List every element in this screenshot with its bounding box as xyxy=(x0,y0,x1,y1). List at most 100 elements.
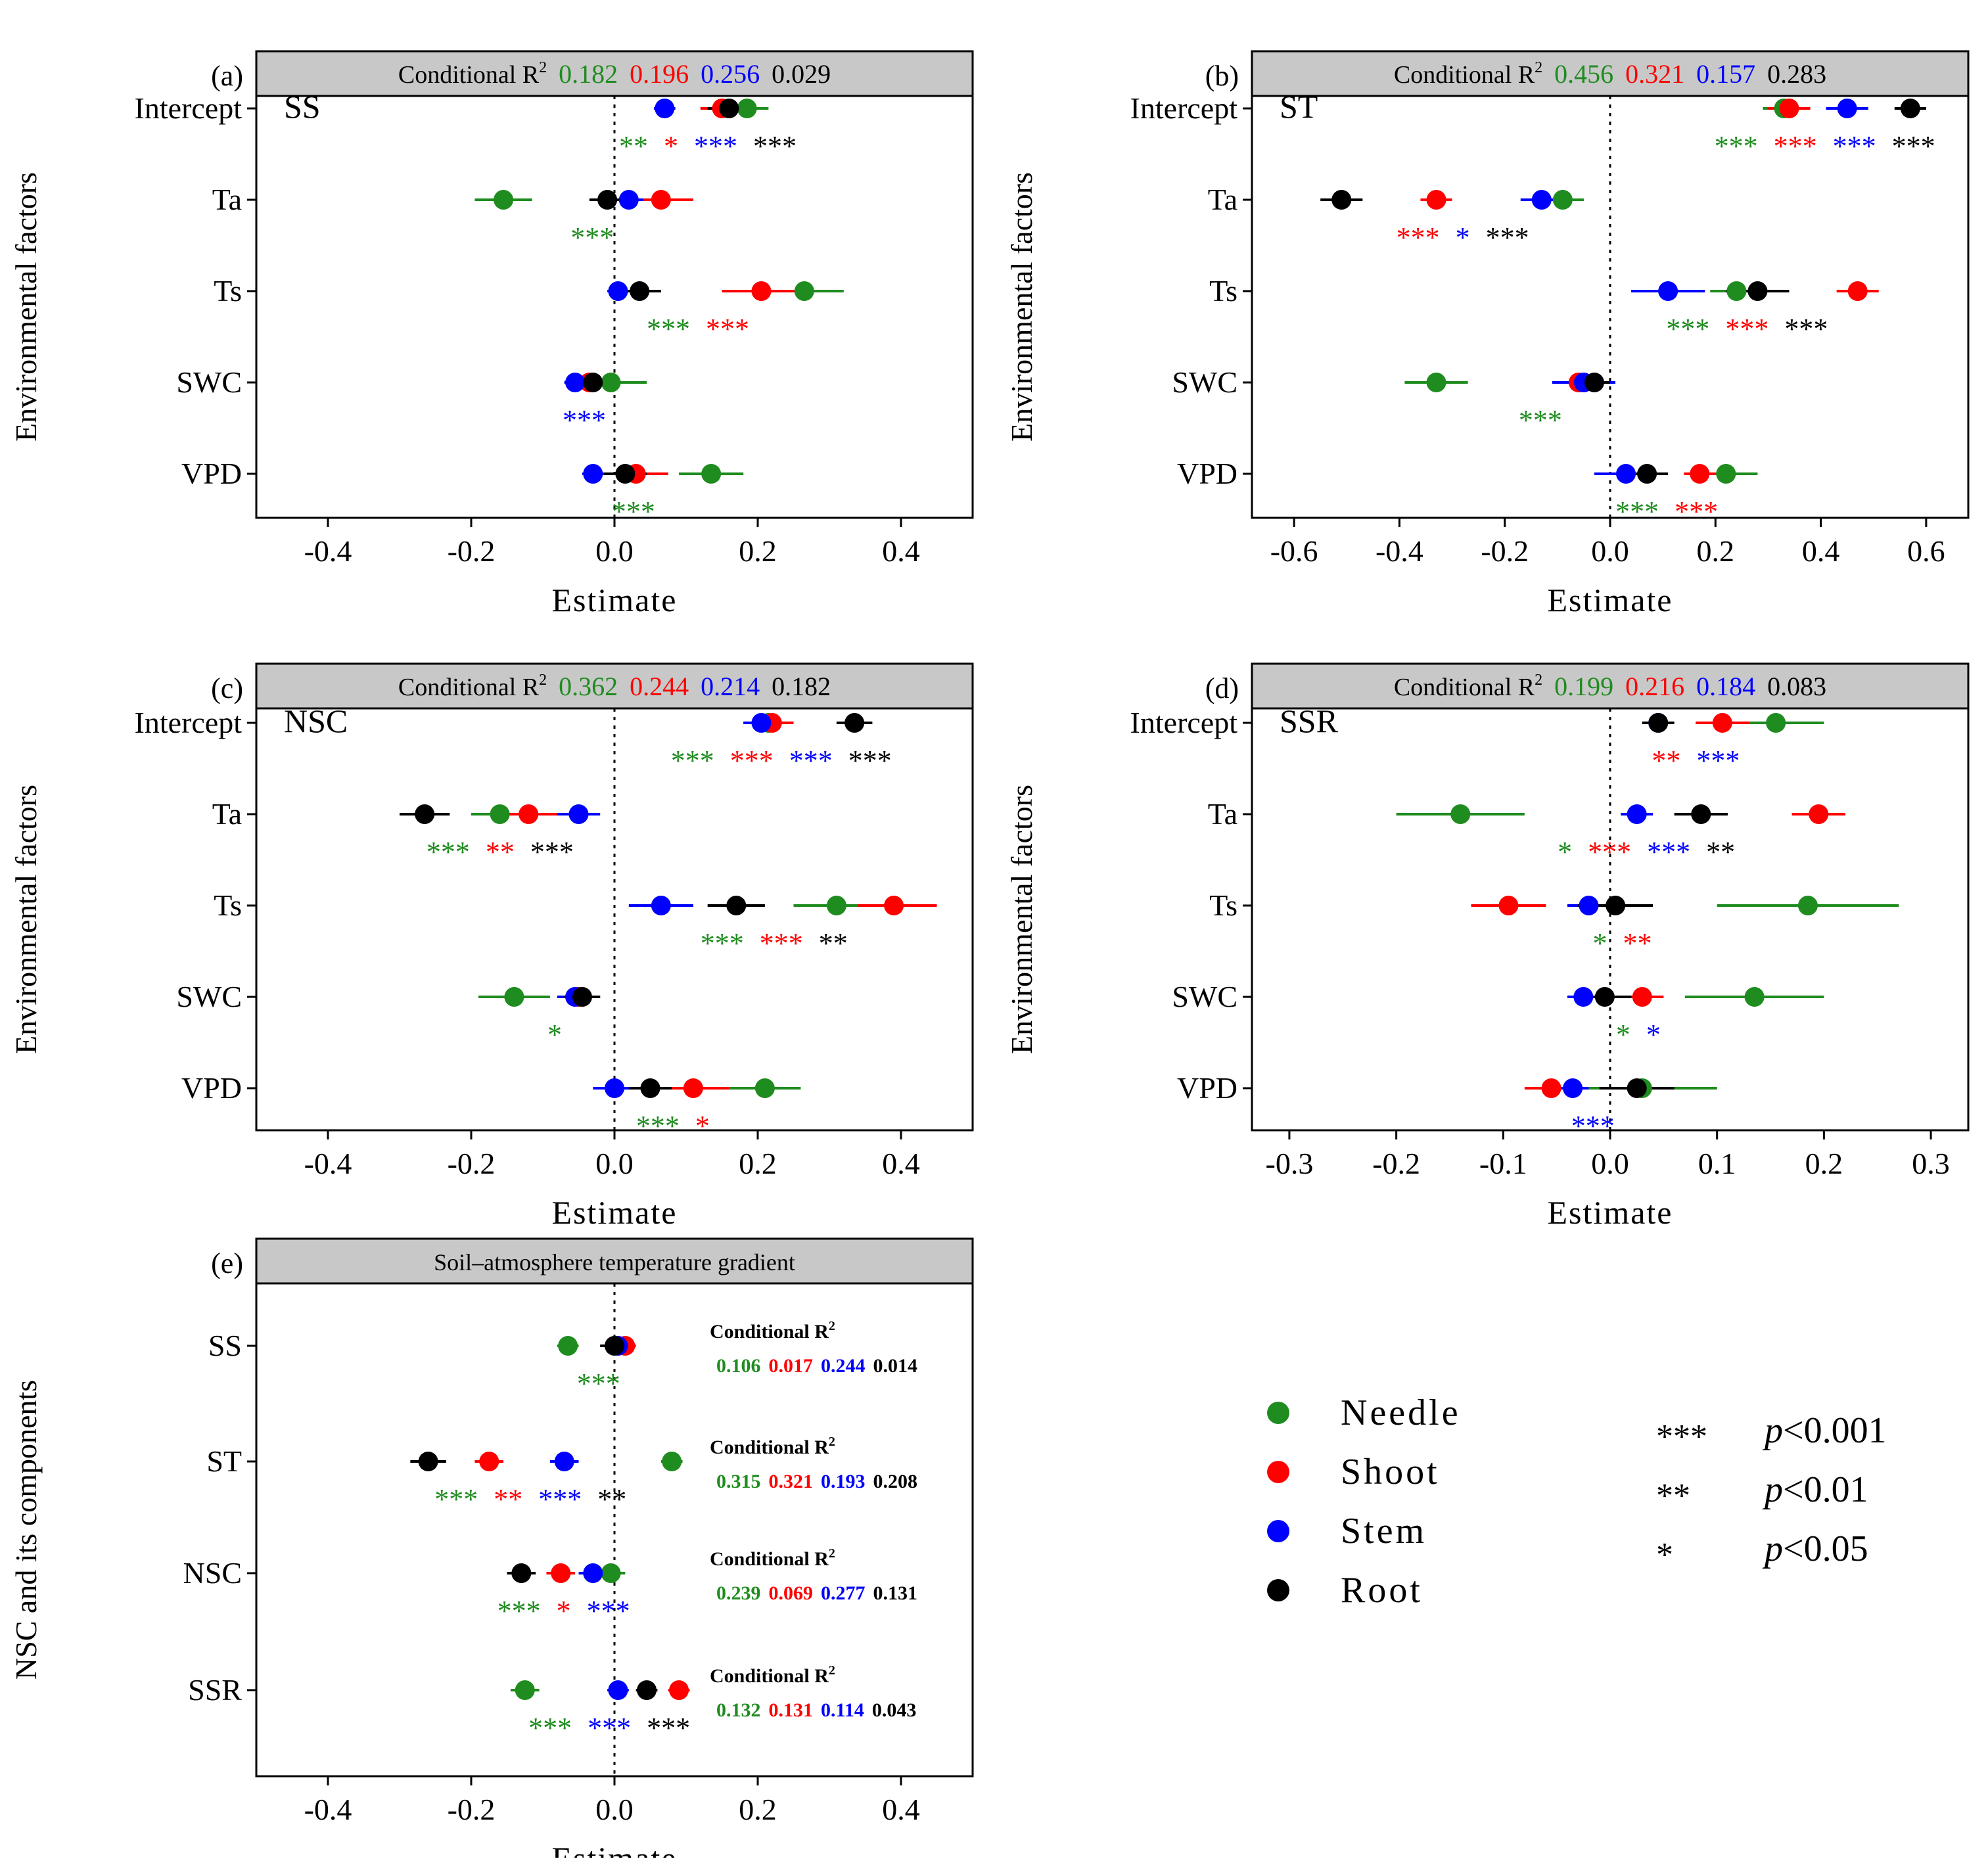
point-needle xyxy=(490,804,510,824)
sig-stars-root: ** xyxy=(819,927,848,959)
legend-sig-value: <0.01 xyxy=(1783,1469,1868,1510)
strip-r2-stem: 0.157 xyxy=(1696,59,1755,89)
row-r2-values: 0.106 0.017 0.244 0.014 xyxy=(716,1355,917,1377)
point-shoot xyxy=(1632,987,1652,1007)
strip-r2-needle: 0.199 xyxy=(1554,672,1613,701)
sig-stars-stem: *** xyxy=(1696,745,1740,777)
x-tick-label: 0.2 xyxy=(1697,534,1735,568)
legend-sig-stars: ** xyxy=(1656,1477,1690,1515)
point-shoot xyxy=(1498,896,1519,915)
strip-label: Conditional R xyxy=(1394,674,1535,701)
strip-r2-root: 0.083 xyxy=(1767,672,1826,701)
panel-c: (c) Conditional R2 0.362 0.244 0.214 0.182 NSC… xyxy=(9,662,974,1231)
point-shoot xyxy=(651,190,671,210)
point-needle xyxy=(601,1563,621,1583)
sig-stars-shoot: *** xyxy=(706,313,749,345)
point-shoot xyxy=(1847,281,1868,301)
row-r2-title-label: Conditional R xyxy=(710,1436,829,1458)
y-tick-label: Ts xyxy=(1209,274,1237,308)
x-tick-label: -0.2 xyxy=(448,534,496,568)
y-tick-label: VPD xyxy=(181,1071,242,1105)
row-r2-root: 0.043 xyxy=(872,1699,917,1721)
x-tick-label: -0.4 xyxy=(1375,534,1423,568)
x-tick-label: -0.3 xyxy=(1266,1147,1314,1180)
sig-stars-stem: *** xyxy=(1833,130,1876,162)
plot-frame xyxy=(1251,707,1970,1132)
sig-stars-shoot: *** xyxy=(1588,836,1631,868)
strip-r2-needle: 0.456 xyxy=(1554,59,1613,89)
x-tick-label: -0.1 xyxy=(1479,1147,1527,1180)
point-stem xyxy=(565,373,586,392)
strip-sup: 2 xyxy=(1535,59,1542,76)
plot-frame xyxy=(255,95,974,519)
point-root xyxy=(1594,987,1615,1007)
y-tick-label: ST xyxy=(206,1444,242,1478)
y-axis-title: Environmental factors xyxy=(1005,785,1038,1054)
row-r2-title-label: Conditional R xyxy=(710,1321,829,1343)
point-stem xyxy=(751,713,772,733)
strip-sup: 2 xyxy=(539,672,547,689)
sig-stars-shoot: ** xyxy=(486,836,515,868)
y-axis-title: Environmental factors xyxy=(9,785,43,1054)
sig-stars-shoot: *** xyxy=(1675,495,1718,528)
point-root xyxy=(1747,281,1768,301)
point-root xyxy=(1606,896,1626,915)
point-root xyxy=(844,713,865,733)
sig-stars-shoot: *** xyxy=(760,927,803,959)
point-root xyxy=(1648,713,1669,733)
legend-sig-p: p xyxy=(1762,1528,1783,1569)
legend-label-needle: Needle xyxy=(1341,1392,1461,1433)
sig-stars-needle: *** xyxy=(528,1712,572,1744)
point-shoot xyxy=(479,1452,499,1471)
x-tick-label: 0.4 xyxy=(882,1793,920,1826)
legend-sig-p: p xyxy=(1762,1410,1783,1451)
x-axis-title: Estimate xyxy=(552,1194,678,1231)
panel-b: (b) Conditional R2 0.456 0.321 0.157 0.283 ST -… xyxy=(1005,50,1970,618)
row-r2-title: Conditional R2 xyxy=(710,1319,835,1343)
sig-stars-needle: *** xyxy=(577,1367,620,1400)
y-tick-label: Ts xyxy=(214,888,242,922)
point-shoot xyxy=(519,804,539,824)
point-root xyxy=(726,896,747,915)
strip-label: Soil–atmosphere temperature gradient xyxy=(434,1249,795,1275)
y-tick-label: VPD xyxy=(181,457,242,490)
sig-stars-root: ** xyxy=(597,1483,626,1515)
strip-r2-text: Conditional R2 0.362 0.244 0.214 0.182 xyxy=(398,672,831,701)
point-needle xyxy=(1716,464,1736,484)
row-r2-root: 0.131 xyxy=(873,1582,918,1604)
strip-r2-text: Conditional R2 0.182 0.196 0.256 0.029 xyxy=(398,59,831,89)
row-r2-needle: 0.132 xyxy=(716,1699,761,1721)
legend-label-root: Root xyxy=(1341,1570,1423,1611)
point-root xyxy=(719,99,739,118)
y-tick-label: VPD xyxy=(1177,1071,1237,1105)
y-tick-label: SSR xyxy=(188,1673,242,1707)
strip-r2-shoot: 0.321 xyxy=(1625,59,1684,89)
x-tick-label: 0.2 xyxy=(1805,1147,1843,1180)
y-tick-label: NSC xyxy=(183,1556,242,1590)
point-shoot xyxy=(669,1680,689,1700)
row-r2-shoot: 0.131 xyxy=(769,1699,814,1721)
sig-stars-stem: *** xyxy=(587,1595,630,1627)
strip-r2-shoot: 0.244 xyxy=(630,672,689,701)
point-stem xyxy=(655,99,675,118)
point-root xyxy=(597,190,618,210)
point-needle xyxy=(794,281,814,301)
sig-stars-shoot: ** xyxy=(1652,745,1680,777)
sig-stars-shoot: ** xyxy=(1623,927,1652,959)
x-tick-label: 0.1 xyxy=(1698,1147,1736,1180)
panel-label: (c) xyxy=(211,672,243,704)
panel-label: (d) xyxy=(1205,672,1239,704)
y-tick-label: SWC xyxy=(1172,365,1237,399)
sig-stars-needle: * xyxy=(547,1019,562,1051)
y-tick-label: SWC xyxy=(176,365,242,399)
sig-stars-shoot: *** xyxy=(730,745,774,777)
sig-stars-root: *** xyxy=(753,130,797,162)
sig-stars-shoot: * xyxy=(557,1595,571,1627)
point-shoot xyxy=(1690,464,1710,484)
x-tick-label: 0.2 xyxy=(739,1793,777,1826)
point-root xyxy=(1637,464,1657,484)
sig-stars-shoot: *** xyxy=(1725,313,1768,345)
x-tick-label: 0.2 xyxy=(739,534,777,568)
